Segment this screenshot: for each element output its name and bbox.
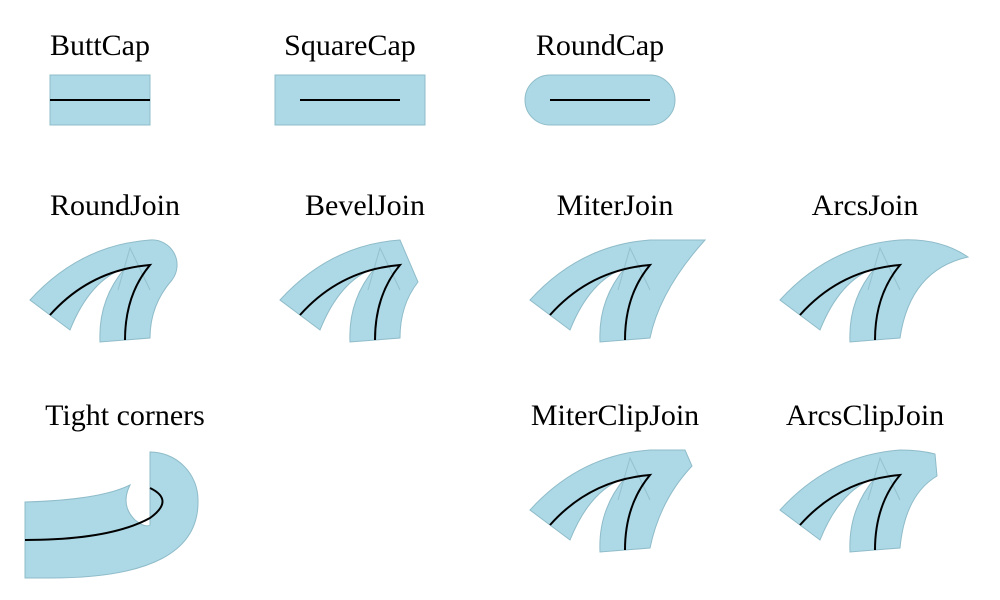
miter-clip-join-ghost — [617, 456, 651, 501]
round-join-centerline — [49, 263, 153, 341]
miter-join-ghost — [617, 246, 651, 291]
butt-cap-label: ButtCap — [50, 29, 150, 62]
arcs-clip-join-label: ArcsClipJoin — [786, 399, 944, 432]
miter-clip-join-label: MiterClipJoin — [531, 399, 699, 432]
round-join-panel: RoundJoin — [29, 189, 180, 343]
round-cap-panel: RoundCap — [524, 29, 676, 126]
arcs-join-centerline — [799, 263, 903, 341]
round-cap-label: RoundCap — [536, 29, 664, 62]
miter-clip-join-centerline — [549, 473, 653, 551]
round-join-ghost — [117, 246, 151, 291]
arcs-clip-join-stroke — [779, 449, 938, 553]
miter-join-stroke — [529, 239, 707, 343]
arcs-join-label: ArcsJoin — [812, 189, 919, 222]
miter-join-panel: MiterJoin — [529, 189, 707, 343]
miter-join-centerline — [549, 263, 653, 341]
bevel-join-stroke — [279, 239, 419, 343]
square-cap-panel: SquareCap — [274, 29, 426, 126]
arcs-join-ghost — [867, 246, 901, 291]
round-join-label: RoundJoin — [50, 189, 180, 222]
miter-clip-join-panel: MiterClipJoin — [529, 399, 699, 553]
tight-corners-centerline — [24, 487, 164, 541]
tight-corners-panel: Tight corners — [24, 399, 205, 579]
tight-corners-label: Tight corners — [45, 399, 205, 432]
bevel-join-centerline — [299, 263, 403, 341]
arcs-join-stroke — [779, 239, 970, 343]
bevel-join-label: BevelJoin — [305, 189, 425, 222]
round-join-stroke — [29, 239, 178, 343]
arcs-clip-join-panel: ArcsClipJoin — [779, 399, 944, 553]
arcs-clip-join-centerline — [799, 473, 903, 551]
bevel-join-ghost — [367, 246, 401, 291]
miter-clip-join-stroke — [529, 449, 693, 553]
arcs-join-panel: ArcsJoin — [779, 189, 970, 343]
miter-join-label: MiterJoin — [557, 189, 674, 222]
tight-corners-stroke — [24, 451, 199, 579]
square-cap-label: SquareCap — [284, 29, 416, 62]
bevel-join-panel: BevelJoin — [279, 189, 425, 343]
butt-cap-panel: ButtCap — [49, 29, 151, 126]
arcs-clip-join-ghost — [867, 456, 901, 501]
